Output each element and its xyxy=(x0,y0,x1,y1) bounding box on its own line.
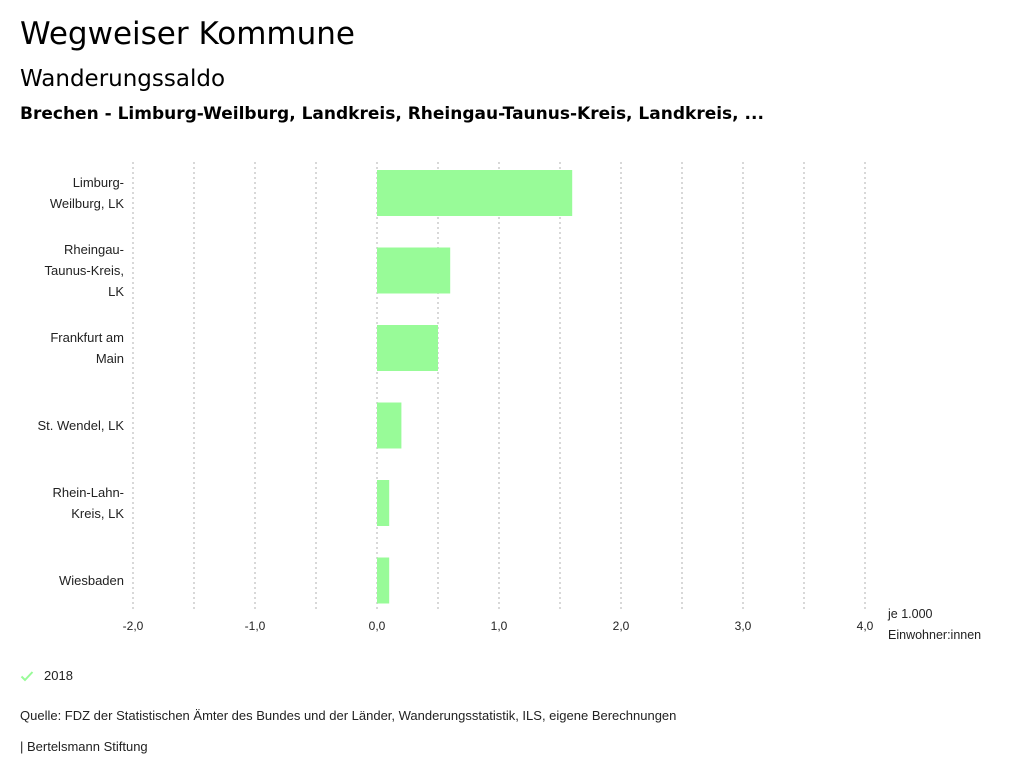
legend-item-2018[interactable]: 2018 xyxy=(20,668,73,683)
x-tick-label: -2,0 xyxy=(123,619,144,633)
x-tick-label: 3,0 xyxy=(735,619,752,633)
x-tick-label: 4,0 xyxy=(857,619,874,633)
bar-1[interactable] xyxy=(377,247,451,294)
bar-chart: Limburg- Weilburg, LK Rheingau- Taunus-Krei… xyxy=(38,162,981,642)
category-label: Weilburg, LK xyxy=(50,196,125,211)
x-tick-label: 1,0 xyxy=(491,619,508,633)
source-note: Quelle: FDZ der Statistischen Ämter des … xyxy=(20,708,677,723)
legend-label: 2018 xyxy=(44,668,73,683)
category-label: Taunus-Kreis, xyxy=(45,263,124,278)
x-axis-ticks: -2,0 -1,0 0,0 1,0 2,0 3,0 4,0 xyxy=(123,619,874,633)
bar-2[interactable] xyxy=(377,325,438,371)
x-tick-label: 0,0 xyxy=(369,619,386,633)
selection-label[interactable]: Brechen - Limburg-Weilburg, Landkreis, R… xyxy=(20,104,764,124)
x-axis-unit-label: je 1.000 xyxy=(887,607,933,621)
x-tick-label: 2,0 xyxy=(613,619,630,633)
check-icon xyxy=(20,670,34,681)
category-label: LK xyxy=(108,284,124,299)
category-label: Frankfurt am xyxy=(50,330,124,345)
category-label: Kreis, LK xyxy=(71,506,124,521)
category-labels: Limburg- Weilburg, LK Rheingau- Taunus-Krei… xyxy=(38,175,125,588)
grid-lines xyxy=(132,162,866,612)
category-label: Main xyxy=(96,351,124,366)
page-title: Wegweiser Kommune xyxy=(20,16,355,52)
bars xyxy=(377,170,573,604)
category-label: Rheingau- xyxy=(64,242,124,257)
category-label: Limburg- xyxy=(73,175,124,190)
brand-credit: | Bertelsmann Stiftung xyxy=(20,739,148,754)
x-axis-unit-label: Einwohner:innen xyxy=(888,628,981,642)
category-label: St. Wendel, LK xyxy=(38,418,125,433)
category-label: Wiesbaden xyxy=(59,573,124,588)
x-tick-label: -1,0 xyxy=(245,619,266,633)
bar-0[interactable] xyxy=(377,170,573,216)
chart-subtitle: Wanderungssaldo xyxy=(20,66,226,92)
bar-3[interactable] xyxy=(377,402,402,449)
bar-5[interactable] xyxy=(377,557,390,604)
x-axis-unit: je 1.000 Einwohner:innen xyxy=(887,607,981,642)
bar-4[interactable] xyxy=(377,480,390,526)
category-label: Rhein-Lahn- xyxy=(52,485,124,500)
